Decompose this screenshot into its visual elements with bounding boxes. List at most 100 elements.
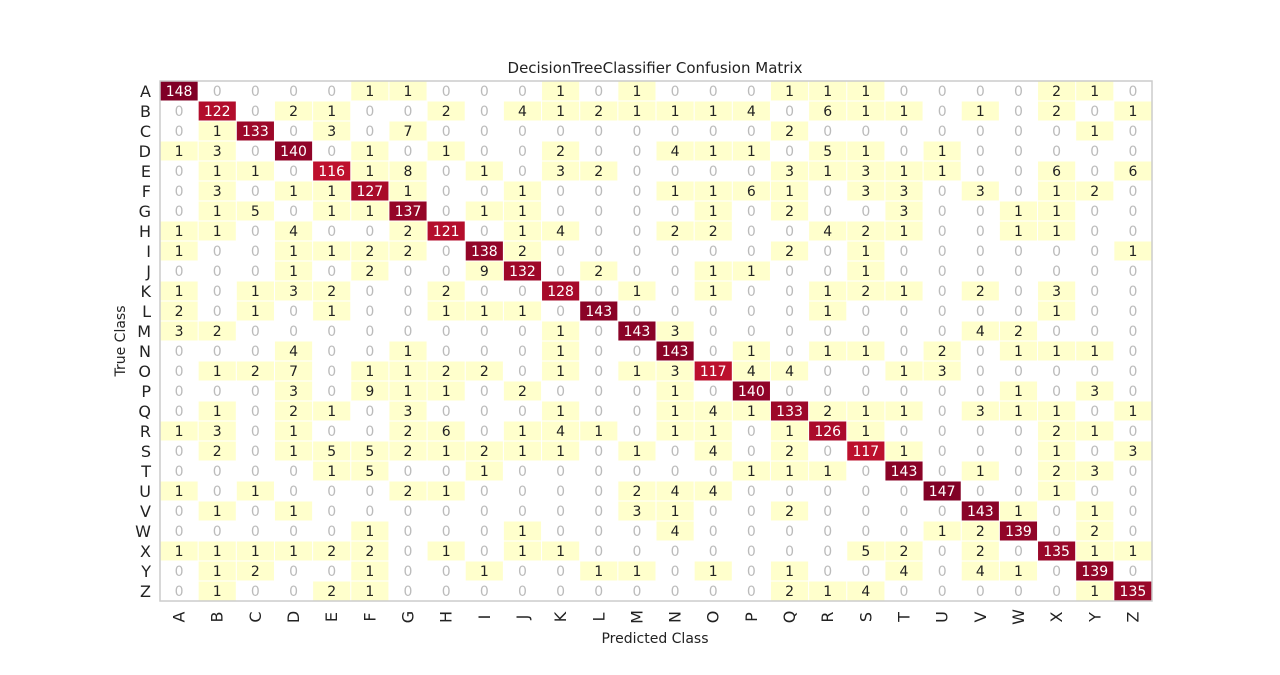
cell-value-label: 0 [327,424,336,440]
heatmap-cell [313,281,351,301]
cell-value-label: 0 [709,524,718,540]
cell-value-label: 1 [785,464,794,480]
heatmap-cell [1038,281,1076,301]
cell-value-label: 0 [404,504,413,520]
cell-value-label: 1 [480,304,489,320]
cell-value-label: 0 [1128,484,1137,500]
cell-value-label: 3 [213,424,222,440]
cell-value-label: 0 [442,184,451,200]
cell-value-label: 0 [594,524,603,540]
cell-value-label: 0 [1090,144,1099,160]
cell-value-label: 0 [709,124,718,140]
heatmap-cell [427,381,465,401]
heatmap-cell [389,121,427,141]
cell-value-label: 1 [976,104,985,120]
cell-value-label: 0 [1014,464,1023,480]
cell-value-label: 0 [518,584,527,600]
heatmap-cell [427,301,465,321]
heatmap-cell [694,281,732,301]
heatmap-cell [236,541,274,561]
cell-value-label: 2 [785,124,794,140]
heatmap-cell [809,421,847,441]
cell-value-label: 0 [1128,304,1137,320]
cell-value-label: 0 [1014,244,1023,260]
cell-value-label: 0 [938,124,947,140]
heatmap-cell [1038,181,1076,201]
cell-value-label: 3 [1052,284,1061,300]
cell-value-label: 0 [594,544,603,560]
cell-value-label: 0 [632,404,641,420]
cell-value-label: 9 [480,264,489,280]
y-tick-label: I [146,242,151,261]
cell-value-label: 2 [404,444,413,460]
cell-value-label: 3 [861,184,870,200]
heatmap-cell [160,481,198,501]
cell-value-label: 1 [1014,564,1023,580]
cell-value-label: 0 [365,284,374,300]
cell-value-label: 0 [1014,544,1023,560]
heatmap-cell [580,421,618,441]
heatmap-cell [847,161,885,181]
cell-value-label: 0 [175,504,184,520]
cell-value-label: 0 [1014,164,1023,180]
heatmap-cell [1076,421,1114,441]
cell-value-label: 3 [938,364,947,380]
cell-value-label: 1 [785,424,794,440]
cell-value-label: 0 [480,584,489,600]
heatmap-cell [770,361,809,381]
cell-value-label: 1 [442,544,451,560]
cell-value-label: 0 [404,564,413,580]
heatmap-cell [809,141,847,161]
cell-value-label: 0 [861,464,870,480]
cell-value-label: 0 [289,304,298,320]
heatmap-cell [160,221,198,241]
cell-value-label: 0 [251,404,260,420]
x-tick-label: D [284,611,303,623]
cell-value-label: 1 [1014,384,1023,400]
cell-value-label: 0 [632,584,641,600]
cell-value-label: 0 [1014,144,1023,160]
cell-value-label: 1 [556,544,565,560]
x-tick-label: U [933,611,952,623]
heatmap-cell [313,201,351,221]
cell-value-label: 0 [671,244,680,260]
cell-value-label: 1 [556,404,565,420]
heatmap-cell [732,101,770,121]
cell-value-label: 0 [938,264,947,280]
heatmap-cell [389,341,427,361]
heatmap-cell [694,261,732,281]
heatmap-cell [160,141,198,161]
cell-value-label: 0 [976,244,985,260]
cell-value-label: 1 [861,424,870,440]
heatmap-cell [885,181,923,201]
heatmap-cell [389,361,427,381]
cell-value-label: 0 [480,144,489,160]
heatmap-cell [198,141,236,161]
heatmap-cell [770,441,809,461]
cell-value-label: 1 [1052,404,1061,420]
cell-value-label: 0 [976,84,985,100]
heatmap-cell [694,101,732,121]
y-tick-label: C [140,122,151,141]
cell-value-label: 0 [404,104,413,120]
cell-value-label: 1 [213,584,222,600]
y-tick-label: L [142,302,151,321]
x-tick-label: S [856,612,875,622]
cell-value-label: 0 [823,524,832,540]
cell-value-label: 0 [900,524,909,540]
cell-value-label: 3 [175,324,184,340]
heatmap-cell [160,241,198,261]
heatmap-cell [1038,81,1076,101]
heatmap-cell [1076,121,1114,141]
cell-value-label: 0 [594,404,603,420]
cell-value-label: 6 [747,184,756,200]
cell-value-label: 0 [175,404,184,420]
cell-value-label: 0 [747,284,756,300]
cell-value-label: 1 [213,124,222,140]
cell-value-label: 1 [1128,244,1137,260]
heatmap-cell [732,261,770,281]
cell-value-label: 0 [747,544,756,560]
cell-value-label: 1 [518,304,527,320]
cell-value-label: 135 [1120,584,1147,600]
y-tick-label: W [135,522,151,541]
